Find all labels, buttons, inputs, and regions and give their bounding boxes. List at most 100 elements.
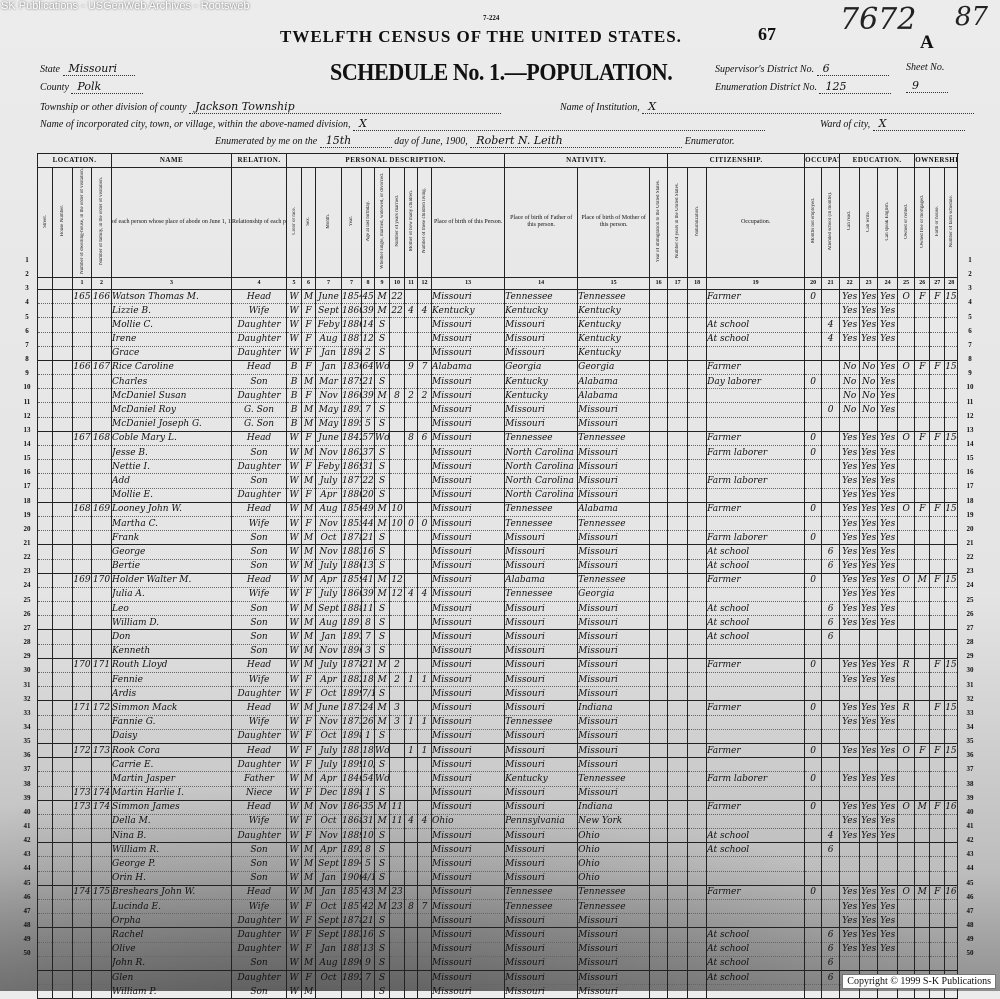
- farm-house-cell: F: [929, 572, 946, 588]
- sex-cell: M: [301, 445, 317, 461]
- years-in-us-cell: [667, 317, 689, 333]
- mother-birthplace-cell: Missouri: [577, 402, 651, 418]
- farm-schedule-number-cell: [944, 345, 959, 361]
- can-read-cell: Yes: [839, 445, 861, 461]
- children-living-cell: [417, 487, 433, 503]
- free-mortgaged-cell: [914, 459, 931, 475]
- birthplace-cell: Missouri: [431, 856, 506, 872]
- children-born-cell: [404, 629, 419, 645]
- can-write-cell: [859, 870, 879, 886]
- house-number-cell: [52, 402, 73, 418]
- can-read-cell: [839, 643, 861, 659]
- naturalization-cell: [687, 799, 708, 815]
- birthplace-cell: Missouri: [431, 884, 506, 901]
- months-unemployed-cell: 0: [804, 799, 823, 815]
- column-label: House Number.: [52, 167, 73, 278]
- speaks-english-cell: [877, 856, 899, 872]
- table-row: William D.SonWMAug18918SMissouriMissouri…: [37, 615, 959, 631]
- sex-cell: M: [301, 700, 317, 716]
- immigration-year-cell: [649, 615, 669, 631]
- column-number: 18: [687, 276, 708, 290]
- birth-year-cell: 1900: [341, 870, 363, 886]
- father-birthplace-cell: Missouri: [504, 984, 579, 999]
- sex-cell: M: [301, 771, 317, 787]
- father-birthplace-cell: Missouri: [504, 345, 579, 361]
- occupation-cell: Farm laborer: [706, 771, 806, 787]
- naturalization-cell: [687, 955, 708, 971]
- farm-schedule-number-cell: [944, 601, 959, 617]
- speaks-english-cell: Yes: [877, 359, 899, 376]
- occupation-cell: At school: [706, 629, 806, 645]
- children-born-cell: 8: [404, 899, 419, 915]
- farm-house-cell: [929, 388, 946, 404]
- father-birthplace-cell: Missouri: [504, 785, 579, 801]
- line-number-left: 46: [23, 892, 31, 901]
- can-write-cell: Yes: [859, 331, 879, 347]
- birth-year-cell: 1860: [341, 388, 363, 404]
- father-birthplace-cell: North Carolina: [504, 459, 579, 475]
- can-write-cell: Yes: [859, 615, 879, 631]
- line-number-left: 6: [25, 326, 29, 335]
- person-name-cell: Leo: [111, 601, 233, 617]
- color-cell: B: [286, 388, 303, 404]
- farm-schedule-number-cell: [944, 558, 959, 574]
- farm-house-cell: [929, 728, 946, 744]
- person-name-cell: Fennie: [111, 672, 233, 688]
- dwelling-number-cell: [72, 856, 92, 872]
- street-cell: [37, 331, 53, 347]
- person-name-cell: Grace: [111, 345, 233, 361]
- line-number-left: 41: [23, 822, 31, 830]
- table-row: GraceDaughterWFJan18982SMissouriMissouri…: [37, 345, 959, 361]
- person-name-cell: Lucinda E.: [111, 899, 233, 915]
- house-number-cell: [52, 586, 73, 603]
- color-cell: W: [286, 884, 303, 901]
- sex-cell: M: [301, 884, 317, 901]
- dwelling-number-cell: [72, 601, 92, 617]
- line-number-left: 49: [23, 935, 31, 944]
- sheet-label: Sheet No.: [906, 62, 945, 73]
- sex-cell: M: [301, 558, 317, 574]
- can-read-cell: [839, 955, 861, 971]
- years-in-us-cell: [667, 430, 689, 447]
- line-number-left: 38: [23, 779, 31, 788]
- birth-month-cell: Oct: [315, 686, 343, 702]
- speaks-english-cell: Yes: [877, 501, 899, 517]
- line-number-right: 4: [968, 298, 972, 307]
- father-birthplace-cell: Missouri: [504, 757, 579, 773]
- can-write-cell: Yes: [859, 828, 879, 844]
- ward-value: X: [872, 117, 965, 131]
- free-mortgaged-cell: [914, 757, 931, 773]
- school-months-cell: 6: [821, 927, 841, 943]
- mother-birthplace-cell: Kentucky: [577, 303, 651, 319]
- mother-birthplace-cell: Missouri: [577, 757, 651, 773]
- schedule-title: SCHEDULE No. 1.—POPULATION.: [330, 60, 673, 86]
- marital-status-cell: S: [374, 544, 391, 560]
- dwelling-number-cell: [72, 586, 92, 603]
- years-married-cell: 23: [389, 884, 406, 901]
- table-row: Martin JasperFatherWMApr184654WdMissouri…: [37, 771, 959, 787]
- months-unemployed-cell: 0: [804, 501, 823, 517]
- birthplace-cell: Missouri: [431, 700, 506, 716]
- street-cell: [37, 558, 53, 574]
- owned-rented-cell: O: [897, 430, 916, 447]
- occupation-cell: [706, 757, 806, 773]
- can-read-cell: [839, 728, 861, 744]
- mother-birthplace-cell: Missouri: [577, 643, 651, 659]
- house-number-cell: [52, 345, 73, 361]
- birth-year-cell: 1883: [341, 544, 363, 560]
- table-row: KennethSonWMNov18963SMissouriMissouriMis…: [37, 643, 959, 659]
- birth-month-cell: Aug: [315, 331, 343, 347]
- institution-label: Name of Institution,: [560, 102, 640, 113]
- children-living-cell: [417, 757, 433, 773]
- age-cell: 41: [361, 572, 376, 588]
- owned-rented-cell: [897, 317, 916, 333]
- person-name-cell: Holder Walter M.: [111, 572, 233, 588]
- house-number-cell: [52, 870, 73, 886]
- line-number-right: 49: [966, 935, 974, 944]
- immigration-year-cell: [649, 416, 669, 432]
- can-write-cell: Yes: [859, 799, 879, 815]
- can-read-cell: [839, 856, 861, 872]
- table-row: RachelDaughterWFSept188316SMissouriMisso…: [37, 927, 959, 943]
